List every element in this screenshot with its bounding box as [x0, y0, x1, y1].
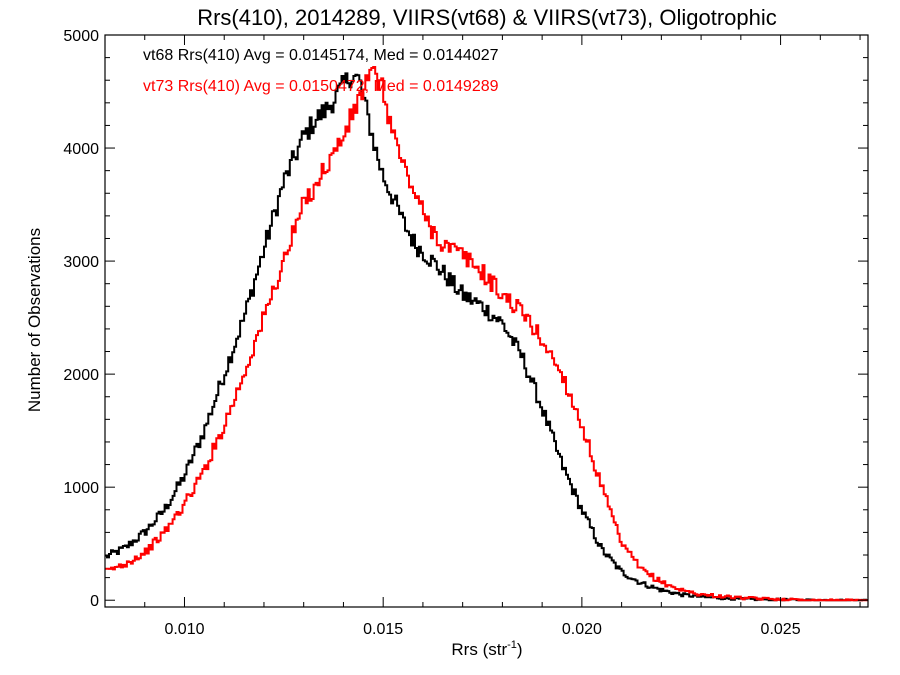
x-tick-label: 0.020 — [562, 621, 602, 638]
x-axis-label-close: ) — [517, 640, 523, 659]
y-tick-label: 1000 — [63, 480, 99, 497]
x-axis-label-superscript: -1 — [507, 639, 517, 651]
x-axis-label: Rrs (str-1) — [451, 639, 522, 659]
x-tick-label: 0.015 — [363, 621, 403, 638]
series-line-vt73 — [105, 66, 868, 602]
x-tick-label: 0.025 — [761, 621, 801, 638]
chart-title: Rrs(410), 2014289, VIIRS(vt68) & VIIRS(v… — [197, 5, 777, 30]
x-tick-label: 0.010 — [164, 621, 204, 638]
y-tick-label: 2000 — [63, 367, 99, 384]
y-tick-label: 5000 — [63, 28, 99, 45]
y-axis: 0 1000 2000 3000 4000 5000 — [63, 28, 868, 610]
y-tick-label: 4000 — [63, 141, 99, 158]
series-layer — [105, 66, 868, 602]
y-tick-label: 0 — [90, 593, 99, 610]
y-tick-label: 3000 — [63, 254, 99, 271]
legend-vt73: vt73 Rrs(410) Avg = 0.0150472, Med = 0.0… — [143, 78, 499, 95]
legend-vt68: vt68 Rrs(410) Avg = 0.0145174, Med = 0.0… — [143, 47, 499, 64]
plot-frame — [104, 34, 869, 608]
x-axis: 0.010 0.015 0.020 0.025 — [104, 35, 861, 638]
y-axis-label: Number of Observations — [25, 228, 44, 412]
